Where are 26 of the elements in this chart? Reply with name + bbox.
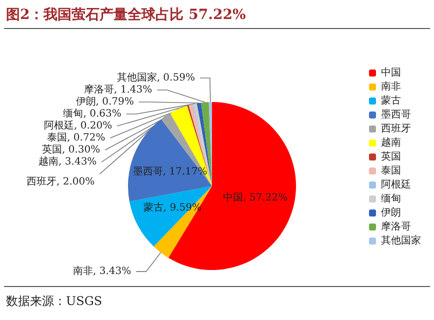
data-label: 西班牙, 2.00% [26,176,95,188]
data-label: 越南, 3.43% [38,156,97,168]
legend-label: 墨西哥 [381,110,411,120]
legend-label: 泰国 [381,166,401,176]
chart-title: 图2：我国萤石产量全球占比 57.22% [6,6,246,24]
legend-label: 英国 [381,150,401,162]
legend-label: 摩洛哥 [381,220,411,232]
legend-label: 越南 [381,136,401,148]
data-label: 摩洛哥, 1.43% [84,84,152,96]
data-label: 阿根廷, 0.20% [44,120,112,132]
legend-label: 南非 [381,80,401,92]
data-label: 伊朗, 0.79% [76,96,134,108]
legend-label: 蒙古 [381,94,401,106]
legend-label: 伊朗 [381,206,401,218]
data-label: 泰国, 0.72% [47,132,106,144]
legend-label: 缅甸 [381,192,401,204]
data-label: 缅甸, 0.63% [63,108,122,120]
legend-label: 阿根廷 [381,178,411,190]
legend-label: 其他国家 [381,234,421,246]
data-label: 其他国家, 0.59% [116,72,195,84]
data-label: 英国, 0.30% [42,144,100,156]
data-label: 中国, 57.22% [223,192,288,204]
source-note: 数据来源：USGS [6,293,102,310]
legend-label: 中国 [381,66,401,78]
data-label: 南非, 3.43% [72,265,132,278]
legend-label: 西班牙 [381,122,411,134]
